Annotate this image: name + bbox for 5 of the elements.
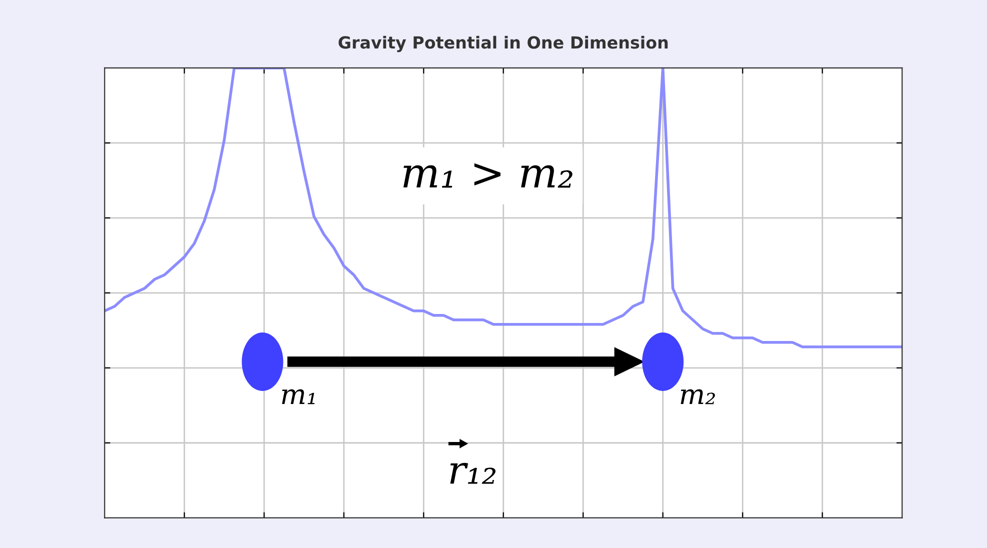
annotation: m₁ > m₂	[403, 163, 572, 188]
annotation: r₁₂	[450, 462, 496, 484]
annotation: m₂	[680, 389, 715, 404]
annotation: m₁	[282, 389, 315, 404]
chart-title: Gravity Potential in One Dimension	[338, 36, 668, 52]
